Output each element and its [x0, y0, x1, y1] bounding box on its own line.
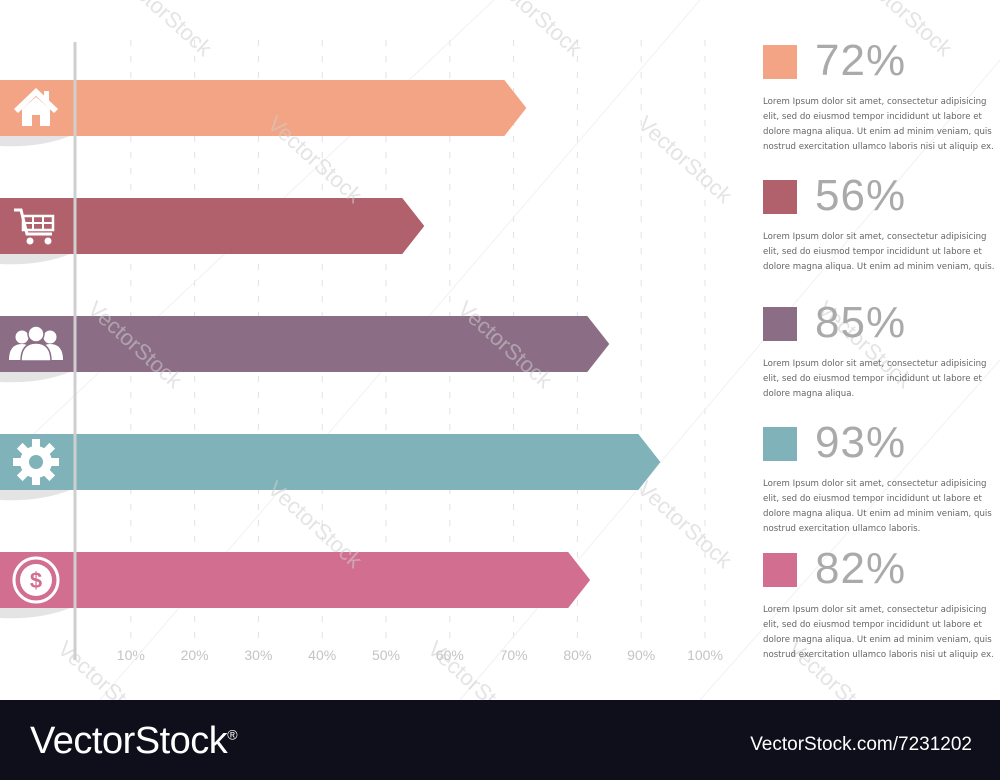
- legend-swatch: [763, 427, 797, 461]
- x-tick-label: 20%: [181, 647, 209, 663]
- gear-icon: [13, 439, 59, 485]
- legend-description: Lorem Ipsum dolor sit amet, consectetur …: [763, 97, 994, 152]
- footer-brand-name: VectorStock: [30, 720, 228, 762]
- bar-shadow: [0, 372, 70, 383]
- watermark-text: VectorStock: [483, 0, 588, 62]
- x-tick-label: 50%: [372, 647, 400, 663]
- bar-shadow: [0, 136, 70, 147]
- x-tick-label: 60%: [436, 647, 464, 663]
- svg-text:$: $: [30, 568, 42, 593]
- bar: [0, 434, 661, 490]
- bar: [0, 198, 425, 254]
- bar-chart: 10% 20% 30% 40% 50% 60% 70% 80% 90% 100% $ VectorSt…: [0, 0, 1000, 700]
- legend-description: Lorem Ipsum dolor sit amet, consectetur …: [763, 479, 992, 534]
- legend-percent: 82%: [815, 544, 907, 593]
- footer-brand: VectorStock®: [30, 720, 238, 763]
- bar: [0, 80, 527, 136]
- legend-percent: 56%: [815, 171, 907, 220]
- infographic-stage: 10% 20% 30% 40% 50% 60% 70% 80% 90% 100% $ VectorSt…: [0, 0, 1000, 700]
- legend-description: Lorem Ipsum dolor sit amet, consectetur …: [763, 232, 995, 272]
- watermark-text: VectorStock: [113, 0, 218, 62]
- bar-row: [0, 316, 610, 383]
- bar-shadow: [0, 608, 70, 619]
- watermark-text: VectorStock: [53, 636, 158, 700]
- bar-row: [0, 198, 425, 265]
- bar: [0, 316, 610, 372]
- footer-image-id: VectorStock.com/7231202: [750, 734, 972, 755]
- legend-percent: 85%: [815, 298, 907, 347]
- footer-registered-mark: ®: [227, 726, 238, 743]
- bar-row: [0, 80, 527, 147]
- bar-row: [0, 434, 661, 501]
- x-tick-label: 70%: [500, 647, 528, 663]
- x-tick-label: 80%: [563, 647, 591, 663]
- legend-swatch: [763, 307, 797, 341]
- legend-description: Lorem Ipsum dolor sit amet, consectetur …: [763, 605, 994, 660]
- bar: [0, 552, 591, 608]
- legend-swatch: [763, 45, 797, 79]
- legend-description: Lorem Ipsum dolor sit amet, consectetur …: [763, 359, 987, 399]
- x-tick-label: 30%: [244, 647, 272, 663]
- watermark-text: VectorStock: [633, 111, 738, 209]
- watermark-text: VectorStock: [633, 476, 738, 574]
- dollar-icon: $: [12, 556, 60, 604]
- legend-swatch: [763, 553, 797, 587]
- footer-bar: VectorStock® VectorStock.com/7231202: [0, 700, 1000, 780]
- x-tick-label: 10%: [117, 647, 145, 663]
- background-diagonal: [699, 359, 1000, 700]
- x-tick-label: 40%: [308, 647, 336, 663]
- home-icon: [14, 88, 58, 126]
- legend-swatch: [763, 180, 797, 214]
- x-tick-label: 100%: [687, 647, 723, 663]
- watermark-text: VectorStock: [423, 636, 528, 700]
- bar-row: [0, 552, 591, 619]
- cart-icon: [14, 208, 55, 245]
- legend-percent: 72%: [815, 36, 907, 85]
- x-tick-label: 90%: [627, 647, 655, 663]
- people-icon: [9, 325, 63, 362]
- bar-shadow: [0, 490, 70, 501]
- bar-shadow: [0, 254, 70, 265]
- legend-percent: 93%: [815, 418, 907, 467]
